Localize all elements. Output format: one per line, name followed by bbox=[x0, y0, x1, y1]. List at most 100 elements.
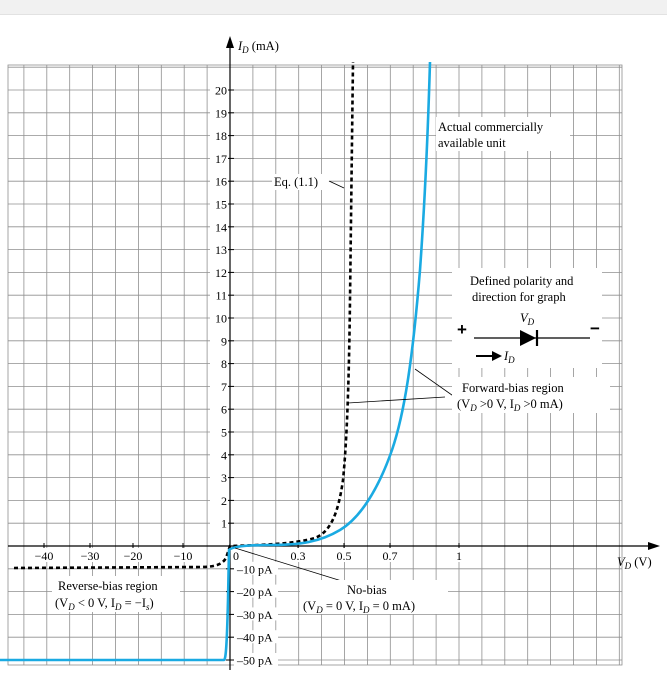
y-tick-label: 19 bbox=[215, 106, 227, 120]
reverse-tick-label-bg bbox=[234, 561, 278, 575]
y-tick-label-bg bbox=[210, 516, 228, 530]
eq-label: Eq. (1.1) bbox=[274, 175, 318, 189]
y-tick-label: 11 bbox=[215, 289, 227, 303]
y-tick-label-bg bbox=[210, 470, 228, 484]
minus-sign: − bbox=[590, 319, 600, 338]
reverse-tick-label: –50 pA bbox=[236, 654, 273, 668]
y-tick-label-bg bbox=[210, 83, 228, 96]
y-tick-label-bg bbox=[210, 174, 228, 188]
y-tick-label: 18 bbox=[215, 129, 227, 143]
y-tick-label: 1 bbox=[221, 517, 227, 531]
x-tick-label: 0.3 bbox=[291, 549, 306, 563]
y-tick-label-bg bbox=[210, 151, 228, 165]
forward-label-line1: Forward-bias region bbox=[462, 381, 564, 395]
y-tick-label: 12 bbox=[215, 266, 227, 280]
y-tick-labels: 20 19 18 17 16 15 14 13 12 11 10 9 8 7 6 5 4 3 2 1 bbox=[210, 83, 228, 531]
x-tick-label: 0.7 bbox=[383, 549, 398, 563]
x-tick-label-bg bbox=[74, 548, 106, 562]
y-tick-label: 14 bbox=[215, 220, 227, 234]
reverse-tick-label-bg bbox=[234, 607, 278, 621]
y-tick-label-bg bbox=[210, 265, 228, 279]
y-tick-label: 20 bbox=[215, 84, 227, 98]
reverse-label-bg bbox=[52, 576, 180, 612]
equation-curve bbox=[13, 61, 355, 570]
reverse-tick-label-bg bbox=[234, 584, 278, 598]
nobias-label-line2: (VD = 0 V, ID = 0 mA) bbox=[303, 599, 415, 615]
y-tick-label: 3 bbox=[221, 471, 227, 485]
y-tick-label-bg bbox=[210, 356, 228, 370]
x-tick-label-bg bbox=[286, 548, 310, 562]
x-axis-arrow bbox=[648, 542, 660, 550]
polarity-line1: Defined polarity and bbox=[470, 274, 574, 288]
y-tick-label-bg bbox=[210, 333, 228, 347]
x-tick-label: −20 bbox=[124, 549, 143, 563]
y-tick-label-bg bbox=[210, 242, 228, 256]
reverse-label-line1: Reverse-bias region bbox=[58, 579, 158, 593]
x-tick-label: −40 bbox=[35, 549, 54, 563]
reverse-tick-label: –30 pA bbox=[236, 608, 273, 622]
y-tick-label: 10 bbox=[215, 312, 227, 326]
forward-leader-line-1 bbox=[347, 396, 446, 404]
nobias-label-line1: No-bias bbox=[347, 583, 387, 597]
y-tick-label: 16 bbox=[215, 175, 227, 189]
y-tick-label: 8 bbox=[221, 357, 227, 371]
reverse-tick-label: –10 pA bbox=[236, 562, 273, 576]
y-tick-label: 7 bbox=[221, 380, 227, 394]
polarity-box-bg bbox=[452, 268, 602, 368]
vd-label: VD bbox=[520, 311, 535, 327]
reverse-tick-label: –40 pA bbox=[236, 631, 273, 645]
reverse-current-tick-labels: –10 pA –20 pA –30 pA –40 pA –50 pA bbox=[234, 561, 278, 668]
reverse-label-line2: (VD < 0 V, ID = −Is) bbox=[55, 596, 154, 612]
y-tick-label-bg bbox=[210, 379, 228, 393]
actual-label-line1: Actual commercially bbox=[438, 120, 544, 134]
y-tick-label-bg bbox=[210, 447, 228, 461]
x-tick-label-bg bbox=[167, 548, 199, 562]
nobias-label-bg bbox=[300, 580, 448, 614]
eq-leader-line bbox=[328, 180, 345, 189]
x-tick-label: −30 bbox=[81, 549, 100, 563]
forward-label-line2: (VD >0 V, ID >0 mA) bbox=[457, 397, 563, 413]
y-tick-label-bg bbox=[210, 425, 228, 438]
y-tick-label: 15 bbox=[215, 198, 227, 212]
x-tick-labels: −40 −30 −20 −10 0 0.3 0.5 0.7 1 bbox=[28, 548, 471, 563]
x-tick-label-bg bbox=[332, 548, 356, 562]
y-tick-label-bg bbox=[210, 493, 228, 507]
reverse-tick-label: –20 pA bbox=[236, 585, 273, 599]
reverse-tick-label-bg bbox=[234, 630, 278, 644]
y-tick-label: 6 bbox=[221, 403, 227, 417]
eq-label-bg bbox=[272, 174, 330, 190]
y-tick-label-bg bbox=[210, 219, 228, 233]
y-tick-label-bg bbox=[210, 402, 228, 416]
polarity-line2: direction for graph bbox=[472, 290, 566, 304]
current-arrow-icon bbox=[492, 351, 502, 361]
x-tick-label-bg bbox=[378, 548, 402, 562]
y-tick-label: 5 bbox=[221, 426, 227, 440]
x-tick-label-bg bbox=[28, 548, 60, 562]
actual-diode-curve bbox=[0, 61, 432, 662]
y-tick-label: 13 bbox=[215, 243, 227, 257]
x-tick-label: 0.5 bbox=[337, 549, 352, 563]
nobias-leader-line bbox=[234, 547, 346, 583]
plus-sign: + bbox=[457, 320, 467, 339]
x-tick-label: −10 bbox=[174, 549, 193, 563]
diode-symbol-icon bbox=[520, 330, 536, 346]
x-tick-label: 1 bbox=[456, 549, 462, 563]
x-tick-label-zero: 0 bbox=[233, 549, 239, 563]
actual-label-line2: available unit bbox=[438, 136, 506, 150]
y-axis-title: ID (mA) bbox=[237, 39, 279, 55]
x-axis-title: VD (V) bbox=[617, 555, 652, 571]
y-tick-label: 4 bbox=[221, 448, 227, 462]
top-bar bbox=[0, 0, 667, 15]
y-tick-label-bg bbox=[210, 128, 228, 142]
reverse-tick-label-bg bbox=[234, 653, 278, 666]
y-tick-label: 9 bbox=[221, 334, 227, 348]
x-tick-label-bg bbox=[117, 548, 149, 562]
y-tick-label-bg bbox=[210, 105, 228, 119]
forward-label-bg bbox=[452, 377, 610, 413]
x-tick-label-bg bbox=[447, 548, 471, 562]
y-tick-label: 2 bbox=[221, 494, 227, 508]
id-label: ID bbox=[503, 349, 515, 365]
y-tick-label-bg bbox=[210, 197, 228, 210]
y-tick-label-bg bbox=[210, 288, 228, 302]
